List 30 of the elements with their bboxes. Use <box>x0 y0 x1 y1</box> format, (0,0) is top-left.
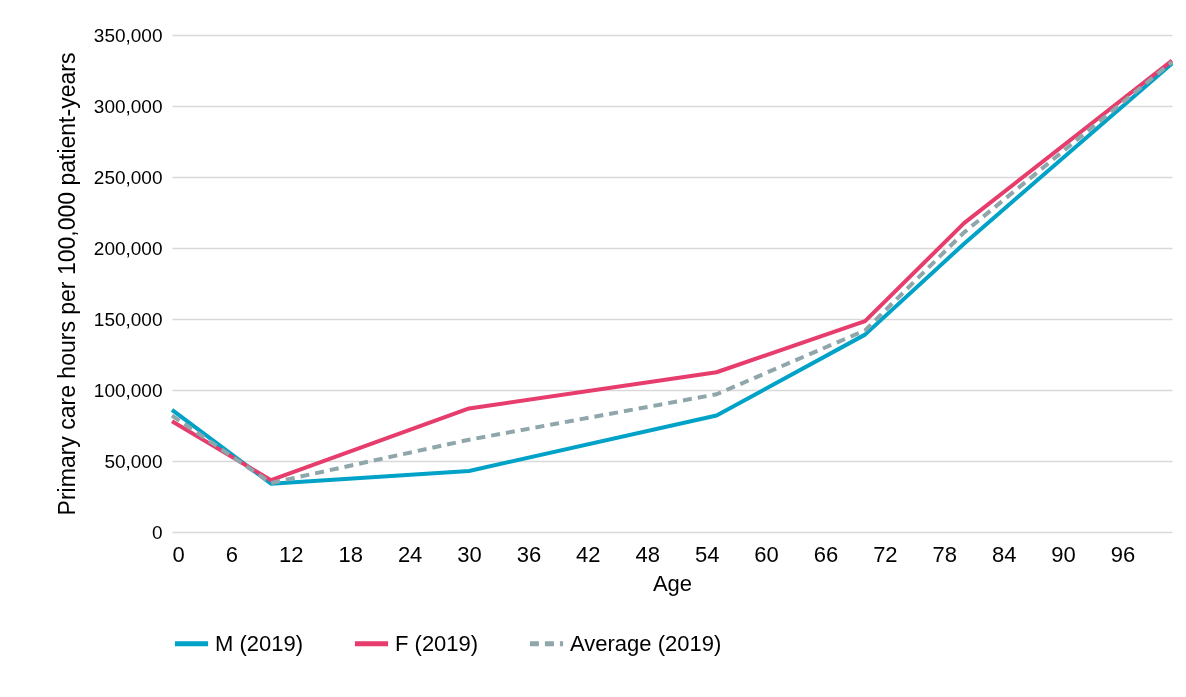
y-axis-title: Primary care hours per 100,000 patient-years <box>53 52 80 516</box>
x-axis-title: Age <box>652 570 693 596</box>
y-tick-label: 150,000 <box>93 308 163 330</box>
x-tick-label: 12 <box>279 541 304 567</box>
x-tick-label: 30 <box>457 541 482 567</box>
y-tick-label: 100,000 <box>93 379 163 401</box>
x-tick-label: 0 <box>172 541 185 567</box>
x-tick-label: 78 <box>932 541 958 567</box>
x-tick-label: 96 <box>1110 541 1136 567</box>
x-tick-label: 24 <box>397 541 423 567</box>
y-tick-label: 0 <box>151 521 163 543</box>
legend-label: M (2019) <box>215 630 304 656</box>
x-tick-label: 66 <box>813 541 839 567</box>
x-tick-label: 6 <box>225 541 239 567</box>
legend-label: Average (2019) <box>570 630 722 656</box>
y-tick-label: 250,000 <box>93 166 163 188</box>
x-tick-label: 60 <box>754 541 779 567</box>
x-tick-label: 84 <box>991 541 1017 567</box>
y-tick-label: 200,000 <box>93 237 163 259</box>
x-tick-label: 42 <box>576 541 601 567</box>
y-tick-label: 300,000 <box>93 95 163 117</box>
x-tick-label: 72 <box>873 541 898 567</box>
y-tick-label: 50,000 <box>104 450 163 472</box>
y-tick-label: 350,000 <box>93 24 163 46</box>
legend-label: F (2019) <box>395 630 479 656</box>
x-tick-label: 54 <box>694 541 720 567</box>
x-tick-label: 36 <box>516 541 542 567</box>
x-tick-label: 48 <box>635 541 660 567</box>
x-tick-label: 90 <box>1051 541 1076 567</box>
x-tick-label: 18 <box>338 541 363 567</box>
